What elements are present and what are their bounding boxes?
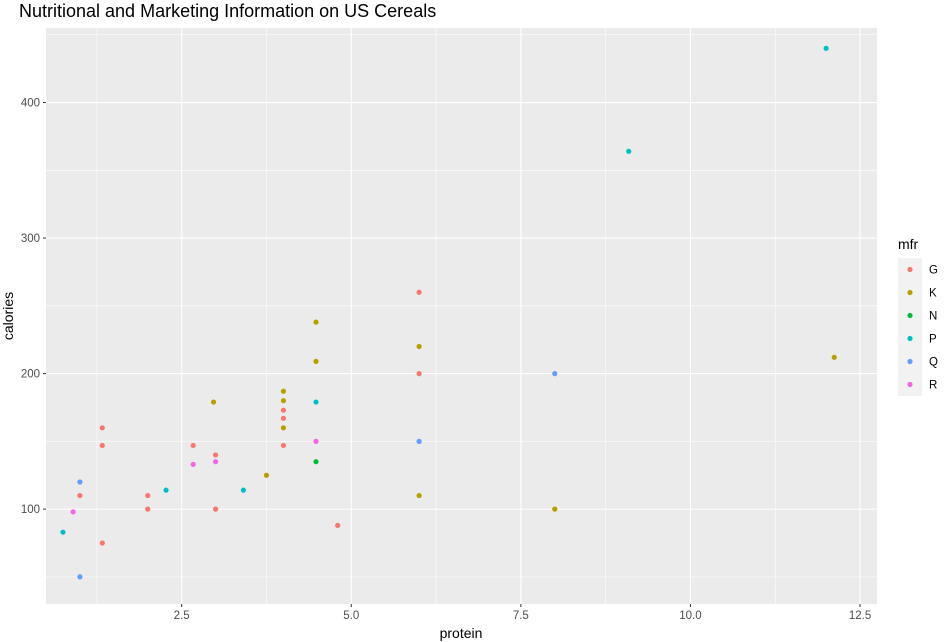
data-point-k: [831, 354, 837, 360]
legend-key-background: [898, 258, 922, 396]
data-point-k: [416, 343, 422, 350]
data-point-g: [416, 371, 422, 377]
data-point-g: [280, 407, 287, 413]
legend-key-p: [907, 335, 913, 342]
x-tick-label: 2.5: [174, 610, 190, 622]
legend-label-p: P: [929, 334, 937, 346]
data-point-g: [212, 452, 219, 458]
data-point-k: [280, 398, 287, 404]
x-tick-label: 10.0: [679, 610, 701, 622]
y-tick-label: 400: [21, 98, 40, 110]
data-point-g: [77, 492, 83, 499]
data-point-g: [280, 415, 287, 421]
data-point-p: [60, 529, 66, 535]
data-point-q: [416, 438, 422, 444]
chart-title: Nutritional and Marketing Information on…: [19, 1, 436, 21]
data-point-g: [280, 442, 287, 449]
data-point-g: [335, 522, 341, 528]
data-point-g: [416, 289, 422, 295]
data-point-k: [313, 358, 319, 365]
data-point-k: [313, 319, 319, 325]
data-point-p: [240, 487, 247, 493]
data-point-r: [70, 509, 76, 515]
data-point-p: [313, 399, 319, 405]
data-point-q: [552, 371, 558, 377]
data-point-r: [313, 438, 319, 444]
data-point-g: [190, 442, 196, 449]
data-point-q: [77, 574, 83, 580]
legend-label-g: G: [929, 265, 938, 277]
data-point-g: [99, 540, 105, 546]
data-point-g: [212, 506, 219, 512]
data-point-q: [77, 479, 83, 485]
legend-label-r: R: [929, 380, 937, 392]
y-tick-label: 200: [21, 369, 40, 381]
data-point-k: [280, 388, 287, 394]
y-axis-title: calories: [0, 292, 16, 340]
data-point-n: [313, 459, 319, 465]
data-point-p: [626, 148, 632, 154]
y-axis: 100 200 300 400: [21, 98, 46, 516]
data-point-g: [99, 425, 105, 431]
legend-key-r: [907, 381, 913, 388]
legend-label-n: N: [929, 311, 937, 323]
legend-key-g: [907, 266, 913, 273]
minor-gridlines: [46, 28, 877, 604]
data-points: [60, 45, 837, 580]
data-point-p: [163, 487, 169, 493]
data-point-k: [280, 425, 287, 431]
plot-panel: [46, 28, 877, 604]
data-point-k: [552, 506, 558, 512]
x-axis-title: protein: [440, 625, 483, 641]
legend-label-q: Q: [929, 357, 938, 369]
y-tick-label: 300: [21, 233, 40, 245]
legend-title: mfr: [898, 236, 919, 252]
x-tick-label: 7.5: [513, 610, 529, 622]
data-point-g: [145, 506, 151, 512]
data-point-r: [212, 459, 219, 465]
legend-key-k: [907, 289, 913, 296]
x-axis: 2.5 5.0 7.5 10.0 12.5: [174, 604, 871, 622]
data-point-p: [823, 45, 829, 51]
data-point-r: [190, 461, 196, 468]
major-gridlines: [46, 28, 877, 604]
data-point-k: [210, 399, 217, 405]
data-point-k: [416, 492, 422, 499]
legend-label-k: K: [929, 288, 937, 300]
x-tick-label: 5.0: [343, 610, 359, 622]
legend-key-q: [907, 358, 913, 365]
legend-key-n: [907, 312, 913, 319]
x-tick-label: 12.5: [849, 610, 871, 622]
y-tick-label: 100: [21, 504, 40, 516]
data-point-k: [263, 472, 270, 478]
data-point-g: [99, 442, 105, 449]
data-point-g: [145, 492, 151, 499]
